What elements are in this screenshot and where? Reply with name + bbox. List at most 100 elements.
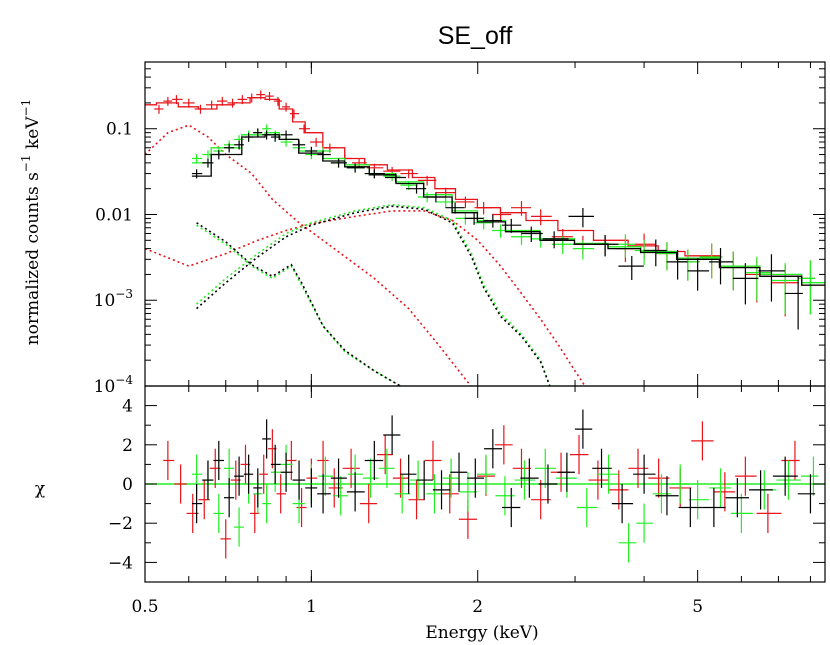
green-data-point <box>771 263 798 315</box>
green-residual-point <box>318 456 334 496</box>
red-data-point <box>265 91 274 101</box>
x-tick-label: 0.5 <box>131 597 158 617</box>
tick-exponent: −4 <box>115 373 133 387</box>
top-y-label-sup2: −1 <box>19 99 33 117</box>
top-y-axis-label: normalized counts s−1 keV−1 <box>19 99 43 346</box>
top-y-label-mid: keV <box>23 116 43 155</box>
red-model-component <box>145 124 472 386</box>
red-data-point <box>194 104 207 114</box>
green-data-point <box>655 242 678 271</box>
black-data-point <box>280 130 293 140</box>
black-residual-point <box>484 429 503 469</box>
top-y-tick-label: 10−4 <box>94 373 134 397</box>
green-data-point <box>699 243 723 279</box>
black-residual-point <box>416 460 433 500</box>
black-residual-point <box>592 448 612 488</box>
green-data-point <box>797 260 816 315</box>
green-residual-point <box>459 472 477 512</box>
black-data-point <box>191 169 203 179</box>
red-data-point <box>474 201 493 215</box>
green-residual-point <box>670 464 689 504</box>
black-residual-point <box>364 440 384 481</box>
black-residual-point <box>243 454 254 494</box>
red-data-point <box>298 124 311 134</box>
black-residual-point <box>330 458 347 498</box>
black-data-point <box>243 132 254 142</box>
red-data-point <box>771 265 798 317</box>
bottom-panel <box>145 409 825 563</box>
top-panel-frame <box>144 61 826 387</box>
black-model-component <box>196 205 551 386</box>
black-residual-point <box>305 468 318 508</box>
black-residual-point <box>611 484 634 524</box>
chart-title: SE_off <box>438 22 513 50</box>
red-residual-point <box>317 440 329 481</box>
red-residual-point <box>570 435 589 475</box>
green-residual-point <box>534 448 557 488</box>
red-data-point <box>400 169 418 179</box>
green-residual-point <box>709 468 731 508</box>
black-residual-point <box>191 484 203 524</box>
tick-base: 10 <box>94 291 116 311</box>
black-data-point <box>502 218 522 233</box>
red-residual-point <box>174 464 187 504</box>
red-data-point <box>797 260 816 315</box>
black-data-point <box>464 212 484 225</box>
black-data-point <box>593 235 619 257</box>
black-residual-point <box>467 458 485 498</box>
red-data-point <box>256 90 266 100</box>
black-residual-point <box>678 487 703 528</box>
red-data-point <box>216 96 228 106</box>
red-residual-point <box>756 493 782 533</box>
green-residual-point <box>234 507 244 547</box>
top-y-tick-label: 0.1 <box>106 120 133 140</box>
x-tick-label: 5 <box>692 597 703 617</box>
black-residual-point <box>213 440 224 481</box>
black-residual-point <box>234 456 244 496</box>
black-data-point <box>643 239 667 267</box>
black-data-point <box>364 169 385 179</box>
red-data-point <box>677 249 700 281</box>
green-data-point <box>615 234 635 258</box>
red-data-point <box>417 175 437 186</box>
black-residual-point <box>346 472 365 512</box>
green-residual-point <box>618 523 637 563</box>
red-residual-point <box>342 448 360 488</box>
green-residual-point <box>576 487 598 528</box>
black-data-point <box>666 249 688 280</box>
green-data-point <box>677 249 700 281</box>
black-data-point <box>445 202 465 214</box>
red-residual-point <box>588 460 609 500</box>
red-data-point <box>290 109 299 119</box>
x-axis-label: Energy (keV) <box>425 623 538 643</box>
top-y-tick-label: 0.01 <box>95 205 133 225</box>
red-data-point <box>206 100 217 110</box>
black-data-point <box>384 173 407 183</box>
x-tick-label: 1 <box>306 597 317 617</box>
bottom-y-axis-label: χ <box>35 479 45 499</box>
red-residual-point <box>608 470 629 510</box>
green-residual-point <box>426 474 443 514</box>
black-data-point <box>346 163 365 173</box>
red-residual-point <box>628 448 649 488</box>
red-data-point <box>531 209 552 226</box>
bottom-y-tick-label: 0 <box>122 475 133 495</box>
black-residual-point <box>538 464 558 504</box>
green-residual-point <box>476 454 496 494</box>
top-y-label-text: normalized counts s <box>23 172 43 345</box>
red-data-point <box>154 104 164 114</box>
green-residual-point <box>597 454 619 494</box>
green-model-component <box>196 203 551 386</box>
black-data-point <box>732 263 759 305</box>
black-data-point <box>483 214 503 228</box>
red-residual-point <box>441 474 459 514</box>
black-residual-point <box>317 474 331 514</box>
red-data-point <box>492 208 512 222</box>
black-residual-point <box>655 476 679 516</box>
green-residual-point <box>362 458 379 498</box>
top-y-tick-label: 10−3 <box>94 287 133 311</box>
black-data-point <box>687 258 710 291</box>
red-residual-point <box>392 458 409 498</box>
red-residual-point <box>512 448 532 488</box>
red-residual-point <box>648 458 670 498</box>
